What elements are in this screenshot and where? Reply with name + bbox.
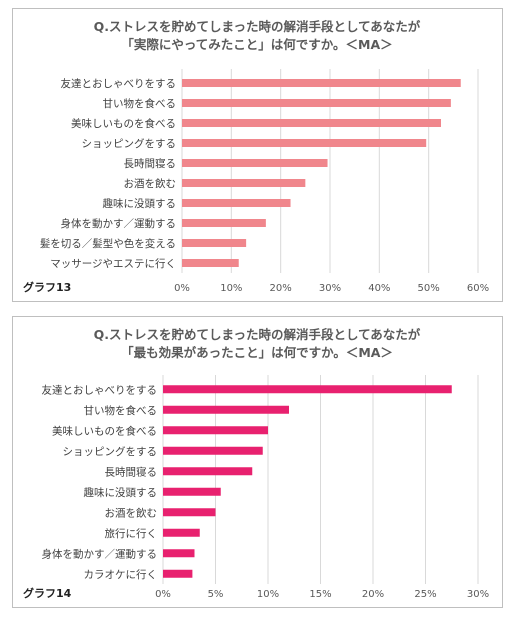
chart-title-line: 「実際にやってみたこと」は何ですか。＜MA＞ bbox=[121, 37, 392, 52]
x-tick-label: 5% bbox=[208, 589, 224, 600]
x-tick-label: 40% bbox=[368, 283, 390, 294]
category-label: 旅行に行く bbox=[105, 527, 158, 540]
category-label: 長時間寝る bbox=[105, 465, 158, 478]
x-tick-label: 25% bbox=[414, 589, 436, 600]
category-label: お酒を飲む bbox=[105, 506, 158, 519]
bar bbox=[182, 99, 451, 107]
bar bbox=[163, 405, 289, 414]
bar bbox=[163, 569, 193, 578]
bar bbox=[163, 385, 452, 394]
bar bbox=[182, 139, 427, 147]
category-label: 甘い物を食べる bbox=[103, 97, 177, 110]
graph-label: グラフ13 bbox=[23, 280, 71, 294]
x-tick-label: 15% bbox=[309, 589, 331, 600]
category-label: 美味しいものを食べる bbox=[52, 424, 157, 437]
bar bbox=[182, 199, 291, 207]
chart-panel-14: Q.ストレスを貯めてしまった時の解消手段としてあなたが 「最も効果があったこと」は… bbox=[12, 316, 503, 608]
chart-title-line: Q.ストレスを貯めてしまった時の解消手段としてあなたが bbox=[94, 19, 421, 34]
x-tick-label: 10% bbox=[257, 589, 279, 600]
bar bbox=[163, 446, 263, 455]
category-label: 趣味に没頭する bbox=[103, 197, 177, 210]
x-tick-label: 0% bbox=[174, 283, 190, 294]
chart-title-line: Q.ストレスを貯めてしまった時の解消手段としてあなたが bbox=[94, 327, 421, 342]
category-label: 髪を切る／髪型や色を変える bbox=[40, 237, 176, 250]
category-label: 身体を動かす／運動する bbox=[61, 217, 177, 230]
graph-label: グラフ14 bbox=[23, 586, 72, 600]
bar bbox=[182, 239, 247, 247]
chart-panel-13: Q.ストレスを貯めてしまった時の解消手段としてあなたが 「実際にやってみたこと」は… bbox=[12, 8, 503, 302]
category-label: お酒を飲む bbox=[124, 177, 177, 190]
category-label: カラオケに行く bbox=[84, 568, 158, 581]
bar bbox=[182, 119, 441, 127]
category-label: 美味しいものを食べる bbox=[71, 117, 176, 130]
x-tick-label: 60% bbox=[467, 283, 489, 294]
category-label: 友達とおしゃべりをする bbox=[42, 383, 158, 396]
chart-14: Q.ストレスを貯めてしまった時の解消手段としてあなたが「最も効果があったこと」は… bbox=[23, 327, 489, 600]
bar bbox=[182, 259, 239, 267]
x-tick-label: 0% bbox=[155, 589, 171, 600]
x-tick-label: 10% bbox=[220, 283, 242, 294]
x-tick-label: 20% bbox=[362, 589, 384, 600]
bar bbox=[182, 159, 328, 167]
bar bbox=[163, 528, 200, 537]
bar bbox=[163, 426, 268, 435]
bar bbox=[163, 487, 221, 496]
category-label: 友達とおしゃべりをする bbox=[61, 77, 177, 90]
bar bbox=[182, 179, 306, 187]
x-tick-label: 30% bbox=[319, 283, 341, 294]
bar bbox=[163, 508, 216, 517]
chart-title-line: 「最も効果があったこと」は何ですか。＜MA＞ bbox=[121, 345, 393, 360]
bar bbox=[182, 219, 266, 227]
bar bbox=[182, 79, 461, 87]
bar bbox=[163, 549, 195, 558]
category-label: ショッピングをする bbox=[63, 445, 158, 458]
chart-13: Q.ストレスを貯めてしまった時の解消手段としてあなたが「実際にやってみたこと」は… bbox=[23, 19, 489, 294]
category-label: 趣味に没頭する bbox=[84, 486, 158, 499]
x-tick-label: 20% bbox=[270, 283, 292, 294]
category-label: 甘い物を食べる bbox=[84, 404, 158, 417]
category-label: マッサージやエステに行く bbox=[50, 257, 176, 270]
x-tick-label: 50% bbox=[418, 283, 440, 294]
bar bbox=[163, 467, 253, 476]
category-label: 長時間寝る bbox=[124, 157, 177, 170]
category-label: ショッピングをする bbox=[82, 137, 177, 150]
category-label: 身体を動かす／運動する bbox=[42, 547, 158, 560]
x-tick-label: 30% bbox=[467, 589, 489, 600]
